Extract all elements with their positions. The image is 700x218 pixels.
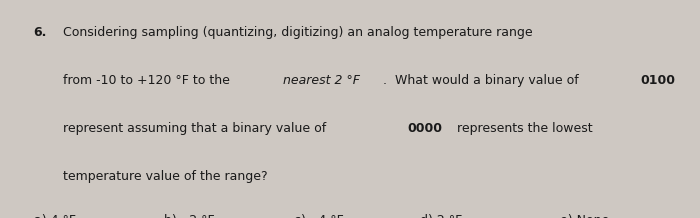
Text: temperature value of the range?: temperature value of the range?: [63, 170, 267, 183]
Text: a) 4 °F: a) 4 °F: [34, 214, 76, 218]
Text: 0000: 0000: [408, 122, 443, 135]
Text: 6.: 6.: [34, 26, 47, 39]
Text: e) None: e) None: [560, 214, 609, 218]
Text: d) 2 °F: d) 2 °F: [420, 214, 462, 218]
Text: represents the lowest: represents the lowest: [453, 122, 593, 135]
Text: from -10 to +120 °F to the: from -10 to +120 °F to the: [63, 74, 234, 87]
Text: .  What would a binary value of: . What would a binary value of: [383, 74, 582, 87]
Text: b) - 2 °F: b) - 2 °F: [164, 214, 215, 218]
Text: Considering sampling (quantizing, digitizing) an analog temperature range: Considering sampling (quantizing, digiti…: [63, 26, 533, 39]
Text: nearest 2 °F: nearest 2 °F: [284, 74, 360, 87]
Text: 0100: 0100: [640, 74, 676, 87]
Text: c) - 4 °F: c) - 4 °F: [294, 214, 344, 218]
Text: represent assuming that a binary value of: represent assuming that a binary value o…: [63, 122, 330, 135]
